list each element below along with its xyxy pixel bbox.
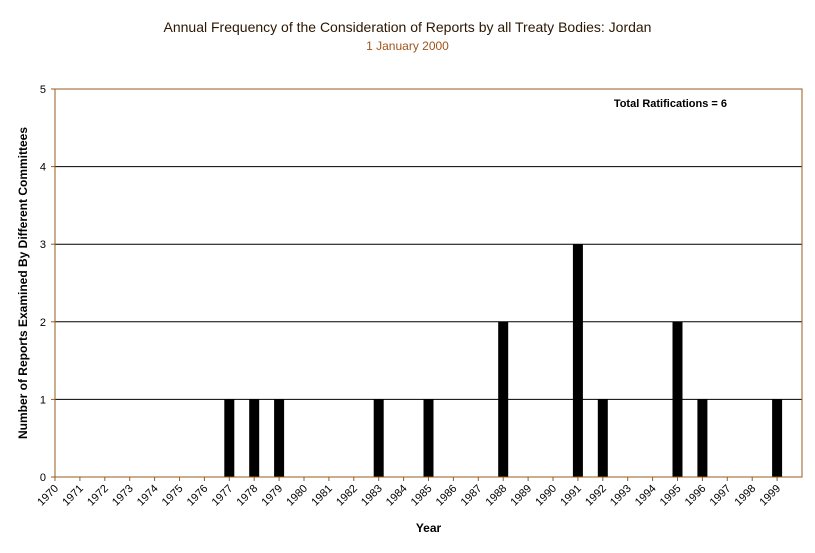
x-tick-label: 1971	[60, 483, 86, 509]
bar-1985	[423, 399, 434, 477]
x-tick-label: 1990	[533, 483, 559, 509]
x-tick-label: 1977	[210, 483, 236, 509]
x-tick-label: 1994	[633, 483, 659, 509]
chart-subtitle: 1 January 2000	[366, 39, 449, 53]
x-axis-title: Year	[416, 521, 442, 535]
x-tick-label: 1988	[484, 483, 510, 509]
x-tick-label: 1981	[309, 483, 335, 509]
bar-1983	[373, 399, 384, 477]
bar-1978	[249, 399, 260, 477]
x-tick-label: 1986	[434, 483, 460, 509]
total-ratifications-annotation: Total Ratifications = 6	[614, 98, 727, 110]
bar-1992	[597, 399, 608, 477]
x-tick-label: 1980	[284, 483, 310, 509]
y-axis-title: Number of Reports Examined By Different …	[16, 127, 30, 439]
bar-1996	[697, 399, 708, 477]
x-tick-label: 1972	[85, 483, 111, 509]
x-tick-label: 1995	[658, 483, 684, 509]
x-tick-label: 1991	[558, 483, 584, 509]
x-tick-label: 1999	[757, 483, 783, 509]
bar-1995	[672, 321, 683, 477]
x-tick-label: 1992	[583, 483, 609, 509]
x-tick-label: 1979	[259, 483, 285, 509]
y-tick-label: 3	[40, 239, 46, 251]
x-tick-label: 1987	[459, 483, 485, 509]
y-tick-labels: 0 1 2 3 4 5	[40, 84, 55, 484]
x-tick-label: 1984	[384, 483, 410, 509]
x-tick-label: 1985	[409, 483, 435, 509]
bar-1991	[572, 244, 583, 477]
bar-1999	[772, 399, 783, 477]
x-tick-label: 1974	[135, 483, 161, 509]
x-tick-label: 1970	[35, 483, 61, 509]
x-tick-labels: 1970 1971 1972 1973 1974 1975 1976 1977 1978 1979…	[35, 477, 783, 508]
y-tick-label: 2	[40, 317, 46, 329]
y-tick-label: 0	[40, 472, 46, 484]
bars	[224, 244, 783, 477]
x-tick-label: 1982	[334, 483, 360, 509]
bar-1977	[224, 399, 235, 477]
x-tick-label: 1989	[508, 483, 534, 509]
bar-1988	[498, 321, 509, 477]
y-tick-label: 1	[40, 394, 46, 406]
x-tick-label: 1996	[683, 483, 709, 509]
x-tick-label: 1983	[359, 483, 385, 509]
x-tick-label: 1993	[608, 483, 634, 509]
gridlines	[55, 166, 802, 400]
x-tick-label: 1975	[160, 483, 186, 509]
x-tick-label: 1997	[708, 483, 734, 509]
y-tick-label: 5	[40, 84, 46, 96]
x-tick-label: 1976	[185, 483, 211, 509]
chart-title: Annual Frequency of the Consideration of…	[163, 19, 652, 35]
y-tick-label: 4	[40, 162, 46, 174]
x-tick-label: 1998	[733, 483, 759, 509]
x-tick-label: 1973	[110, 483, 136, 509]
x-tick-label: 1978	[235, 483, 261, 509]
bar-1979	[274, 399, 285, 477]
